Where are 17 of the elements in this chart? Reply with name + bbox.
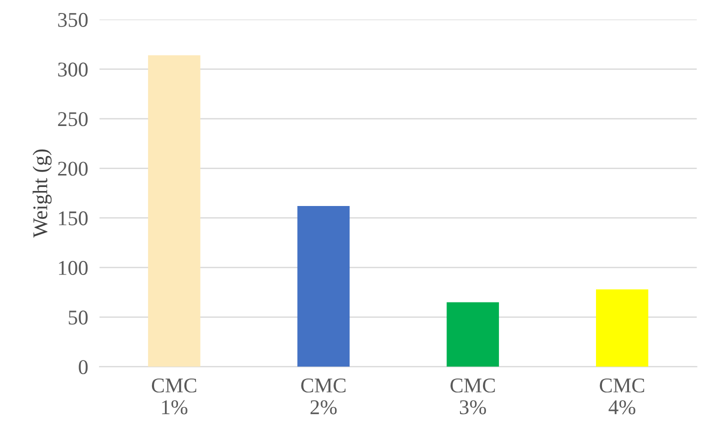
bar (148, 55, 200, 367)
y-tick-label: 150 (59, 211, 88, 226)
x-tick-label: CMC 4% (600, 378, 644, 414)
y-tick-label: 350 (58, 12, 88, 27)
bar (596, 289, 648, 367)
bar (446, 302, 499, 367)
x-tick-label: CMC 2% (301, 378, 346, 414)
y-tick-label: 250 (58, 112, 88, 126)
y-tick-label: 100 (59, 260, 88, 275)
y-tick-label: 0 (78, 360, 88, 374)
y-axis-title: Weight (g) (32, 149, 52, 238)
y-tick-label: 200 (58, 162, 88, 176)
x-tick-label: CMC 3% (450, 378, 495, 414)
bar (297, 206, 350, 367)
y-tick-label: 50 (68, 310, 88, 325)
y-tick-label: 300 (58, 62, 88, 77)
x-tick-label: CMC 1% (152, 378, 196, 414)
